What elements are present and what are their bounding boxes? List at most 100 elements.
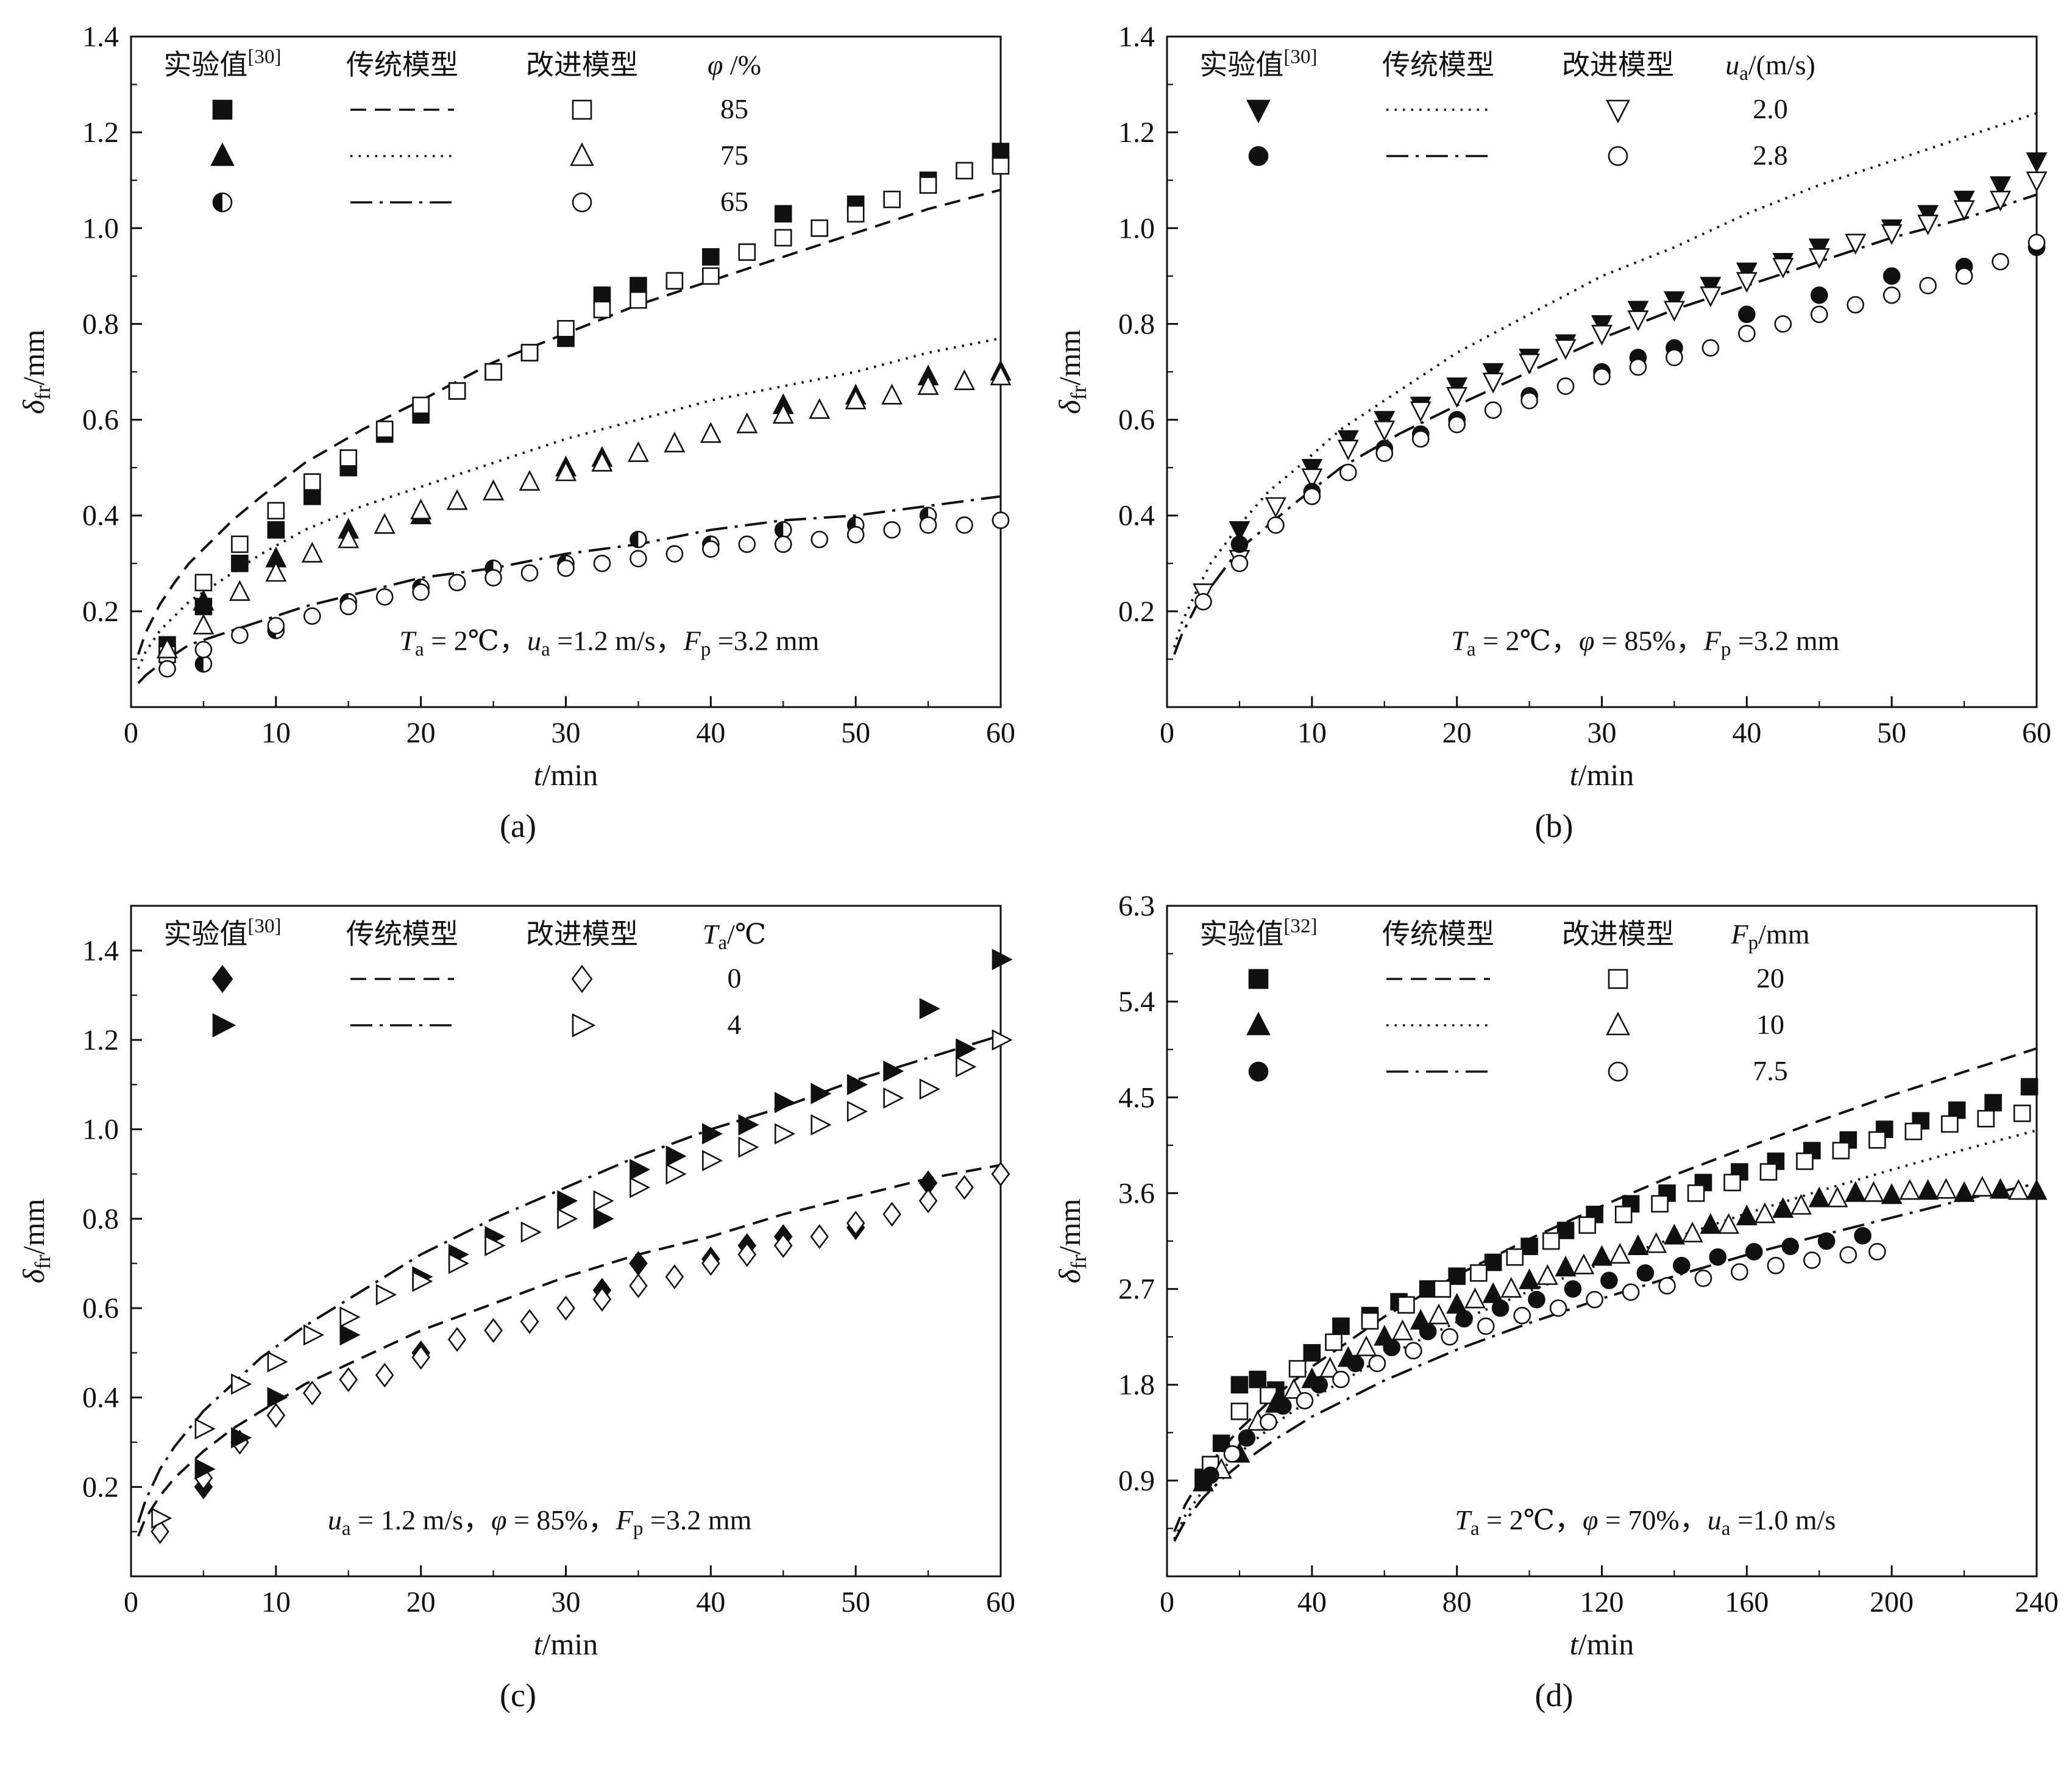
square-filled-marker — [1484, 1253, 1502, 1272]
tri-right-open-marker — [231, 1373, 252, 1395]
circle-open-marker — [883, 521, 901, 539]
x-tick-label: 240 — [2015, 1586, 2059, 1618]
square-open-marker — [448, 382, 466, 400]
square-open-marker — [1608, 969, 1628, 989]
diamond-open-marker — [810, 1224, 829, 1250]
y-tick-label: 0.8 — [1118, 308, 1155, 340]
y-tick-label: 0.2 — [82, 596, 119, 628]
square-open-marker — [194, 574, 213, 592]
tri-up-open-marker — [156, 637, 178, 659]
tri-up-open-marker — [519, 469, 541, 491]
square-open-marker — [267, 502, 285, 520]
legend-header: 传统模型 — [346, 49, 458, 80]
tri-right-open-marker — [267, 1351, 288, 1373]
tri-up-open-marker — [1790, 1194, 1812, 1215]
diamond-open-marker — [556, 1295, 575, 1321]
circle-open-marker — [1847, 296, 1865, 314]
tri-right-open-marker — [919, 1078, 940, 1100]
x-axis-label: t/min — [1570, 758, 1634, 792]
circle-open-marker — [1520, 391, 1538, 410]
diamond-open-marker — [375, 1362, 394, 1388]
condition-annotation: Ta = 2℃，φ = 85%，Fp =3.2 mm — [1451, 625, 1839, 661]
tri-up-open-marker — [338, 527, 360, 549]
square-filled-marker — [2020, 1078, 2038, 1096]
circle-filled-marker — [1248, 146, 1269, 166]
panel-b: 0 10 20 30 40 50 60 0.2 0.4 0.6 0.8 1.0 1.2 1.4 t/min δ… — [1036, 18, 2072, 845]
circle-half-marker — [774, 521, 792, 539]
y-tick-label: 0.8 — [82, 308, 119, 340]
diamond-open-marker — [882, 1201, 901, 1227]
y-tick-label: 0.4 — [82, 500, 119, 532]
x-tick-label: 60 — [986, 717, 1015, 749]
diamond-open-marker — [737, 1242, 757, 1267]
circle-filled-marker — [1528, 1290, 1545, 1309]
circle-open-marker — [1267, 516, 1285, 534]
y-axis-label: δfr/mm — [1052, 329, 1091, 414]
square-open-marker — [1759, 1163, 1778, 1181]
square-filled-marker — [1448, 1267, 1466, 1285]
circle-open-marker — [1303, 487, 1321, 505]
square-open-marker — [1687, 1184, 1705, 1202]
x-tick-label: 160 — [1725, 1586, 1769, 1618]
tri-down-open-marker — [1700, 286, 1722, 308]
x-tick-label: 0 — [124, 1586, 138, 1618]
panel-a: 0 10 20 30 40 50 60 0.2 0.4 0.6 0.8 1.0 1.2 1.4 t/min δ… — [0, 18, 1036, 845]
diamond-open-marker — [918, 1188, 938, 1214]
square-open-marker — [303, 473, 321, 491]
circle-open-marker — [1586, 1290, 1603, 1309]
x-tick-label: 60 — [2022, 717, 2051, 749]
tri-up-filled-marker — [1663, 1223, 1685, 1245]
axes: 0 40 80 120 160 200 240 0.9 1.8 2.7 3.6 4.5 5.4 6.3 t/… — [1052, 890, 2059, 1661]
tri-up-open-marker — [2007, 1179, 2029, 1200]
circle-open-marker — [1622, 1283, 1640, 1301]
tri-right-open-marker — [992, 1029, 1013, 1051]
y-tick-label: 0.2 — [82, 1471, 119, 1503]
y-axis-label: δfr/mm — [16, 1198, 55, 1283]
tri-up-open-marker — [374, 513, 396, 534]
circle-open-marker — [811, 530, 829, 549]
circle-open-marker — [1658, 1277, 1676, 1295]
circle-open-marker — [1448, 416, 1466, 433]
legend-header: φ /% — [708, 49, 761, 80]
square-open-marker — [1230, 1403, 1249, 1420]
circle-half-marker — [212, 192, 233, 213]
circle-open-marker — [1803, 1251, 1821, 1269]
circle-open-marker — [1608, 1061, 1628, 1082]
series-traditional-0 — [137, 1164, 1001, 1537]
x-tick-label: 50 — [1877, 717, 1906, 749]
circle-open-marker — [1701, 339, 1720, 357]
tri-right-open-marker — [811, 1114, 832, 1136]
tri-up-filled-marker — [1591, 1245, 1613, 1266]
tri-up-filled-marker — [193, 589, 215, 611]
circle-open-marker — [448, 574, 466, 592]
model-curve — [1173, 1047, 2037, 1532]
square-open-marker — [665, 272, 684, 290]
axes: 0 10 20 30 40 50 60 0.2 0.4 0.6 0.8 1.0 1.2 1.4 t/min δ… — [1052, 21, 2051, 792]
legend-header: 传统模型 — [1382, 49, 1494, 80]
x-tick-label: 20 — [406, 717, 436, 749]
square-open-marker — [1288, 1360, 1307, 1378]
series-improved-4 — [151, 1029, 1013, 1529]
tri-up-open-marker — [917, 374, 939, 395]
square-open-marker — [1796, 1152, 1814, 1170]
square-filled-marker — [702, 248, 720, 266]
circle-open-marker — [1368, 1354, 1386, 1373]
circle-open-marker — [1738, 324, 1756, 343]
tri-up-open-marker — [1536, 1264, 1558, 1285]
square-open-marker — [956, 162, 973, 180]
circle-open-marker — [1230, 554, 1249, 572]
y-tick-label: 0.6 — [82, 404, 119, 436]
square-open-marker — [412, 396, 430, 415]
y-tick-label: 1.0 — [1118, 212, 1155, 244]
square-open-marker — [1506, 1248, 1524, 1266]
panel-a-caption: (a) — [500, 808, 536, 844]
x-tick-label: 80 — [1442, 1586, 1472, 1618]
square-open-marker — [702, 267, 720, 285]
x-axis-label: t/min — [534, 1627, 598, 1661]
circle-open-marker — [231, 626, 249, 644]
legend: 实验值[32] 传统模型 改进模型 Fp/mm 20 10 7.5 — [1199, 915, 1809, 1086]
series-improved-20 — [1202, 1105, 2031, 1473]
legend: 实验值[30] 传统模型 改进模型 φ /% 85 75 65 — [163, 46, 761, 217]
tri-up-open-marker — [1971, 1175, 1993, 1197]
tri-up-open-marker — [1606, 1011, 1630, 1036]
